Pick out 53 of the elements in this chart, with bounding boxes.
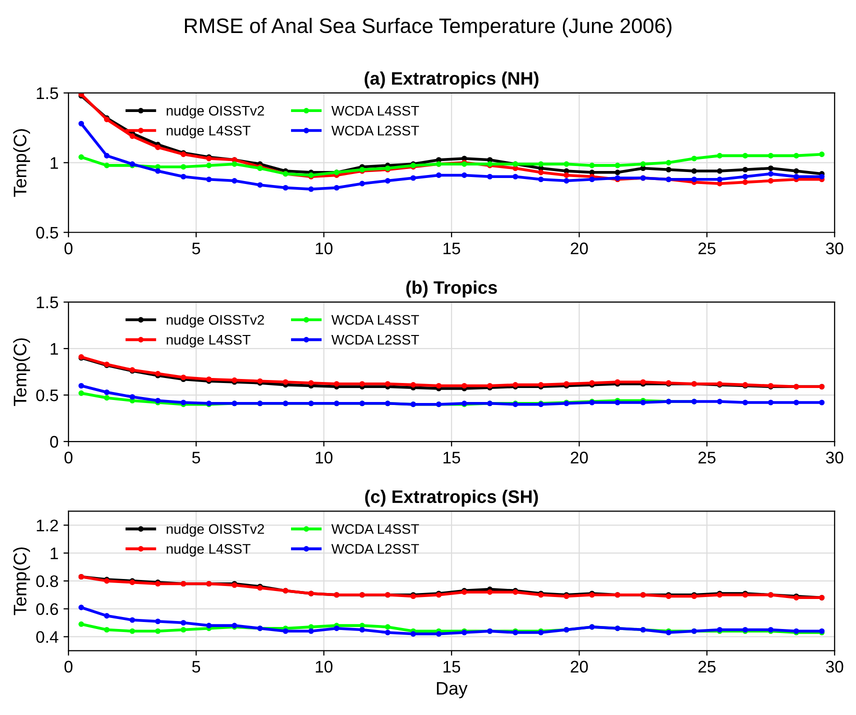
x-tick-label: 5 [192, 660, 200, 673]
x-tick-label: 15 [444, 660, 460, 673]
legend-label: nudge L4SST [166, 544, 250, 557]
y-tick-label: 0.4 [36, 631, 58, 643]
legend-label: WCDA L4SST [331, 524, 419, 534]
x-tick-label: 5 [192, 242, 200, 254]
y-tick-label: 0 [50, 436, 58, 448]
legend-label: nudge OISSTv2 [166, 524, 264, 537]
chart-title: RMSE of Anal Sea Surface Temperature (June 2006) [184, 18, 672, 38]
y-axis-title: Temp(C) [13, 129, 30, 197]
legend-label: WCDA L2SST [331, 544, 419, 554]
x-tick-label: 30 [826, 660, 844, 673]
y-tick-label: 1.5 [36, 296, 58, 308]
x-tick-label: 25 [698, 452, 716, 464]
legend-label: WCDA L4SST [331, 106, 419, 116]
x-tick-label: 10 [316, 242, 332, 254]
y-tick-label: 0.8 [36, 575, 58, 588]
y-tick-label: 1 [50, 343, 58, 355]
legend-label: nudge L4SST [166, 334, 250, 348]
x-tick-label: 20 [570, 452, 588, 464]
y-axis-title: Temp(C) [13, 547, 30, 616]
legend-label: WCDA L4SST [331, 314, 419, 325]
x-axis-title: Day [436, 682, 468, 698]
x-tick-label: 0 [64, 452, 72, 464]
x-tick-label: 5 [192, 452, 200, 464]
legend-label: WCDA L2SST [331, 126, 419, 136]
x-tick-label: 15 [444, 452, 460, 464]
legend-label: nudge OISSTv2 [166, 105, 264, 118]
x-tick-label: 0 [64, 660, 72, 673]
x-tick-label: 25 [698, 660, 716, 673]
legend-label: WCDA L2SST [331, 334, 419, 345]
x-tick-label: 0 [64, 242, 72, 254]
chart-subtitle: (c) Extratropics (SH) [365, 490, 538, 507]
x-tick-label: 20 [570, 660, 588, 673]
y-tick-label: 1.5 [36, 88, 58, 100]
y-tick-label: 0.6 [36, 603, 58, 616]
x-tick-label: 30 [826, 452, 844, 464]
legend-label: nudge L4SST [166, 125, 250, 138]
legend-label: nudge OISSTv2 [166, 314, 264, 328]
y-tick-label: 0.5 [36, 389, 58, 402]
y-tick-label: 1.2 [36, 520, 58, 532]
y-axis-title: Temp(C) [13, 338, 30, 406]
x-tick-label: 30 [826, 242, 844, 254]
x-tick-label: 25 [698, 242, 716, 254]
x-tick-label: 10 [316, 660, 332, 673]
x-tick-label: 10 [316, 452, 332, 464]
y-tick-label: 1 [50, 548, 58, 560]
x-tick-label: 20 [570, 242, 588, 254]
y-tick-label: 0.5 [36, 226, 58, 239]
y-tick-label: 1 [50, 157, 58, 169]
x-tick-label: 15 [444, 242, 460, 254]
chart-subtitle: (b) Tropics [406, 280, 497, 298]
chart-subtitle: (a) Extratropics (NH) [364, 72, 538, 88]
